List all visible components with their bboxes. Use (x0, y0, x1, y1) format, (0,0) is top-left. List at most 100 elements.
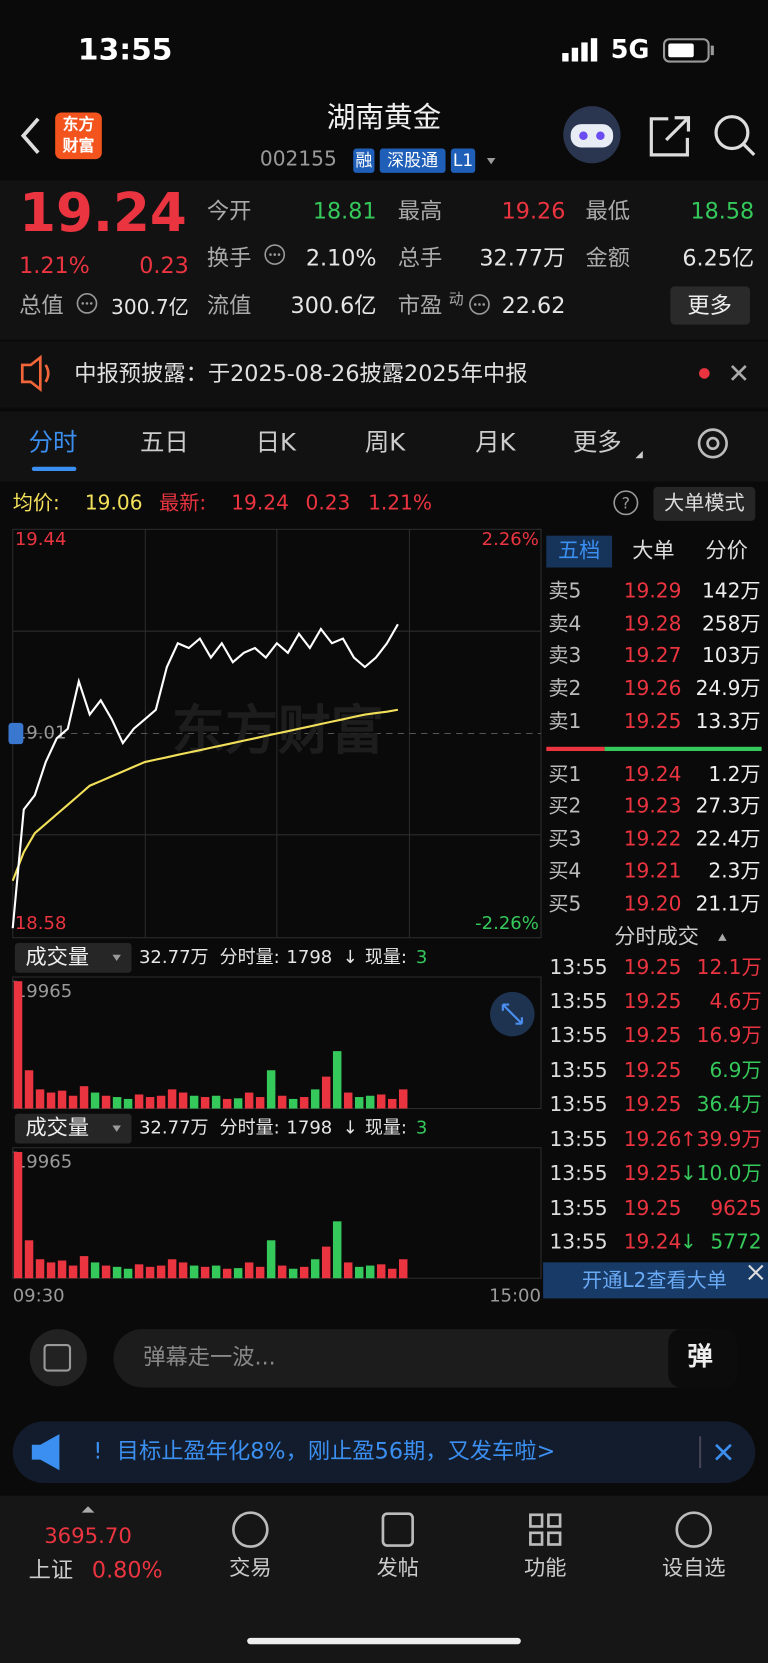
info-dot (478, 303, 481, 306)
promo-banner[interactable] (12, 1421, 756, 1483)
y-tick-label: 18.58 (15, 913, 67, 934)
price-line (11, 708, 399, 882)
badge-text: 融 (355, 151, 372, 171)
more-label[interactable]: 更多 (687, 293, 732, 319)
book-label: 买1 (548, 762, 581, 786)
close-l2[interactable] (748, 1264, 764, 1281)
nav-item[interactable]: 设自选 (662, 1556, 726, 1581)
l2-banner-bg[interactable] (543, 1262, 768, 1299)
volume-bar (156, 1095, 166, 1109)
trade-arrow: ↓ (680, 1161, 697, 1185)
search-button[interactable] (714, 115, 756, 156)
comment-input[interactable] (113, 1329, 738, 1388)
nav-item[interactable]: 功能 (524, 1556, 566, 1581)
back-button[interactable] (20, 117, 40, 154)
tab[interactable]: 更多 (573, 427, 622, 456)
volume-bar (24, 1070, 34, 1109)
avg-value: 19.06 (85, 490, 143, 514)
stat-label: 总值 (19, 293, 64, 319)
trade-time: 13:55 (549, 1023, 607, 1047)
selector-arrow (112, 1125, 121, 1132)
close-notice[interactable] (730, 365, 747, 381)
stat-value: 300.6亿 (291, 293, 377, 319)
trade-price: 19.25 (624, 1161, 682, 1185)
index-change[interactable]: 0.80% (92, 1558, 163, 1584)
settings-button[interactable] (697, 428, 728, 459)
volume-selector[interactable] (14, 1113, 132, 1144)
volume-selector[interactable] (14, 943, 132, 973)
book-tab[interactable]: 分价 (705, 539, 747, 564)
l2-banner[interactable]: 开通L2查看大单 (582, 1268, 727, 1292)
tab[interactable]: 分时 (29, 427, 78, 456)
minute-label: 分时量: (220, 947, 280, 968)
share-button[interactable] (649, 116, 691, 157)
nav-item[interactable]: 发帖 (377, 1556, 419, 1581)
stat-label: 最高 (398, 199, 443, 225)
volume-bar (123, 1098, 133, 1109)
volume-title[interactable]: 成交量 (25, 945, 89, 970)
volume-tick-label: 19965 (15, 1152, 72, 1173)
badge (450, 148, 476, 173)
help-icon[interactable] (613, 490, 639, 516)
nav-item[interactable]: 交易 (229, 1556, 271, 1581)
comment-send[interactable] (668, 1329, 738, 1388)
more-arrow (635, 450, 643, 459)
book-price: 19.29 (624, 578, 682, 602)
trade-price: 19.25 (624, 1023, 682, 1047)
avatar[interactable] (563, 106, 621, 164)
volume-title[interactable]: 成交量 (25, 1116, 89, 1141)
stock-code: 002155 (260, 147, 337, 171)
promo-text[interactable]: 目标止盈年化8%，刚止盈56期，又发车啦> (117, 1439, 556, 1465)
tab[interactable]: 日K (256, 427, 297, 456)
dropdown-icon[interactable] (486, 158, 496, 165)
expand-button[interactable] (490, 991, 535, 1037)
trade-price: 19.25 (624, 1092, 682, 1116)
stat-value: 2.10% (306, 245, 377, 271)
volume-total: 32.77万 (139, 947, 209, 968)
trade-volume: 6.9万 (709, 1058, 761, 1082)
info-dot (277, 253, 281, 256)
close-promo[interactable] (715, 1443, 732, 1461)
comment-placeholder[interactable]: 弹幕走一波... (143, 1344, 276, 1370)
notice-text: 中报预披露：于2025-08-26披露2025年中报 (74, 361, 527, 387)
trade-price: 19.25 (624, 989, 682, 1013)
mode-button[interactable] (653, 486, 756, 521)
volume-bar (398, 1259, 408, 1279)
index-name[interactable]: 上证 (29, 1558, 74, 1584)
trade-arrow: ↑ (680, 1127, 697, 1151)
volume-bar (376, 1264, 386, 1279)
book-price: 19.25 (624, 709, 682, 733)
volume-bar (90, 1092, 100, 1109)
book-label: 卖3 (548, 643, 581, 667)
trade-volume: 36.4万 (697, 1092, 762, 1116)
trade-time: 13:55 (549, 1196, 607, 1220)
volume-bar (310, 1259, 320, 1279)
volume-bar (24, 1240, 34, 1279)
book-label: 买2 (548, 794, 581, 818)
mode-label[interactable]: 大单模式 (664, 490, 745, 514)
more-button[interactable] (670, 286, 750, 325)
help-mark[interactable]: ? (622, 493, 630, 512)
comment-icon[interactable] (29, 1329, 87, 1387)
volume-bar (112, 1266, 122, 1279)
change-pct: 1.21% (19, 253, 90, 279)
stat-value: 18.58 (690, 199, 754, 225)
stat-label: 总手 (398, 245, 443, 271)
book-tab[interactable]: 五档 (558, 539, 600, 564)
tab[interactable]: 周K (365, 427, 406, 456)
tab[interactable]: 五日 (140, 427, 189, 456)
badge-text: L1 (453, 151, 473, 171)
index-value[interactable]: 3695.70 (44, 1524, 132, 1549)
book-tab[interactable]: 大单 (632, 539, 674, 564)
danmaku-button[interactable]: 弹 (687, 1342, 712, 1372)
tab[interactable]: 月K (475, 427, 516, 456)
volume-bar (13, 1151, 23, 1279)
info-dot (482, 303, 485, 306)
volume-bar (277, 1095, 287, 1109)
trade-time: 13:55 (549, 989, 607, 1013)
volume-bar (387, 1098, 397, 1109)
watermark: 东方财富 (172, 700, 384, 762)
expand-index[interactable] (81, 1506, 95, 1513)
